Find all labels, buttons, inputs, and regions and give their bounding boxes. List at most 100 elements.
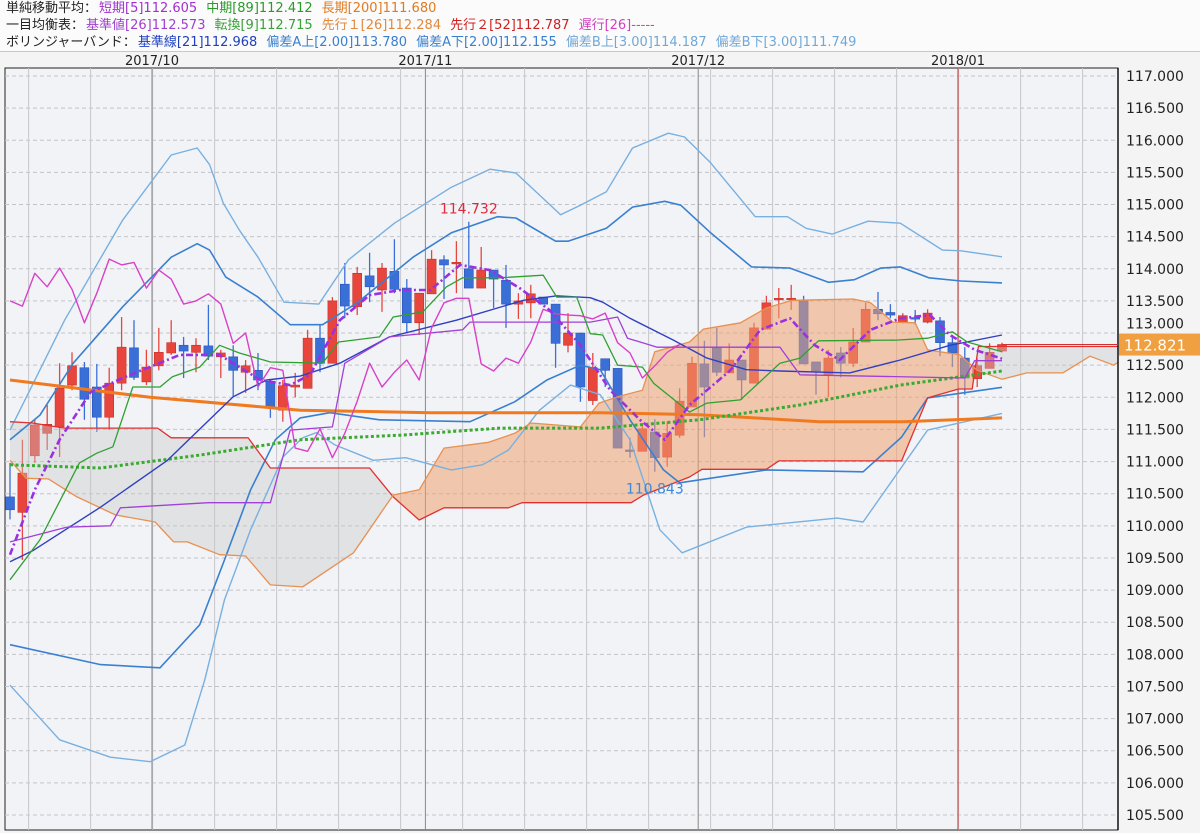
y-tick-label: 115.500	[1126, 165, 1184, 181]
candle	[104, 367, 114, 431]
candle	[79, 361, 90, 420]
low-price-label: 110.843	[626, 482, 684, 498]
y-tick-label: 114.000	[1126, 262, 1184, 278]
y-tick-label: 108.000	[1126, 647, 1184, 663]
candle	[5, 462, 15, 520]
candle-body	[42, 423, 53, 434]
candle	[488, 269, 499, 308]
candle-body	[426, 258, 437, 295]
chikou-line	[9, 258, 680, 459]
legend-bb-lower2: 偏差A下[2.00]112.155	[416, 35, 557, 50]
candle-body	[339, 283, 350, 307]
y-tick-label: 114.500	[1126, 230, 1184, 246]
candle	[935, 316, 945, 357]
kijun-line	[9, 316, 1002, 543]
month-label: 2018/01	[931, 54, 985, 69]
annotations: 112.821 114.732 110.843	[440, 202, 1200, 498]
candle-body	[191, 344, 201, 353]
candle	[29, 419, 40, 463]
cloud-bearish	[975, 346, 1119, 380]
bb-lower2-line	[9, 364, 1003, 669]
candle-body	[885, 312, 896, 316]
candle-body	[79, 367, 90, 400]
cloud-bearish	[10, 421, 394, 587]
candle-body	[935, 320, 945, 343]
candle	[302, 329, 313, 389]
month-label: 2017/12	[671, 54, 725, 69]
candle	[426, 250, 437, 295]
candle-body	[116, 346, 127, 384]
candle-body	[364, 275, 375, 288]
legend-bb-upper2: 偏差A上[2.00]113.780	[266, 35, 408, 50]
y-tick-label: 107.500	[1126, 679, 1184, 695]
candle-body	[265, 380, 276, 408]
candle	[389, 239, 400, 294]
y-tick-label: 109.000	[1126, 583, 1184, 599]
tenkan-line	[9, 274, 1003, 581]
candle-body	[104, 382, 114, 418]
legend-sma-row: 単純移動平均： 短期[5]112.605 中期[89]112.412 長期[200]1…	[0, 0, 1200, 17]
legend-bb-upper3: 偏差B上[3.00]114.187	[565, 35, 707, 50]
candle-body	[476, 269, 487, 289]
y-tick-label: 112.000	[1126, 390, 1184, 406]
candle-body	[786, 298, 797, 301]
candle-body	[947, 342, 958, 354]
y-tick-label: 117.000	[1126, 69, 1184, 85]
legend-chikou: 遅行[26]-----	[578, 18, 655, 33]
y-tick-label: 105.500	[1126, 808, 1184, 824]
bb-upper2-line	[9, 200, 1003, 441]
y-tick-label: 113.000	[1126, 317, 1184, 333]
y-tick-label: 113.500	[1126, 294, 1184, 310]
candle	[885, 304, 896, 319]
legend-sma-title: 単純移動平均：	[6, 1, 98, 16]
y-tick-label: 111.500	[1126, 422, 1184, 438]
candle	[17, 439, 28, 560]
candle-body	[154, 352, 164, 367]
y-axis: 117.000 116.500 116.000 115.500 115.000 114.5…	[1117, 68, 1184, 830]
legend-ichimoku-title: 一目均衡表：	[6, 18, 85, 33]
candle-body	[773, 298, 784, 301]
candle-body	[17, 472, 28, 513]
month-label: 2017/10	[125, 54, 179, 69]
candle-body	[389, 271, 400, 290]
legend-kijun: 基準値[26]112.573	[86, 18, 206, 33]
y-tick-label: 111.000	[1126, 455, 1184, 471]
legend-bollinger-row: ボリンジャーバンド： 基準線[21]112.968 偏差A上[2.00]113.78…	[0, 34, 1200, 51]
candle-body	[5, 496, 15, 511]
senkou1-line	[9, 298, 1119, 588]
candle-body	[290, 384, 301, 388]
candle	[414, 292, 425, 335]
bb-upper3-line	[9, 132, 1003, 431]
y-tick-label: 109.500	[1126, 551, 1184, 567]
current-price-label: 112.821	[1124, 337, 1186, 355]
y-tick-label: 108.500	[1126, 615, 1184, 631]
candle	[352, 266, 363, 316]
senkou2-line	[9, 345, 1119, 521]
y-tick-label: 110.500	[1126, 487, 1184, 503]
sma200-line	[9, 378, 1003, 424]
high-price-label: 114.732	[440, 202, 498, 218]
candle-body	[550, 303, 561, 344]
y-tick-label: 116.000	[1126, 133, 1184, 149]
y-tick-label: 110.000	[1126, 519, 1184, 535]
legend-senkou2: 先行２[52]112.787	[450, 18, 570, 33]
bb-lower3-line	[9, 384, 1003, 763]
current-price-tag	[1119, 333, 1200, 356]
bb-mid-line	[9, 295, 1003, 563]
y-tick-label: 107.000	[1126, 712, 1184, 728]
legend-bb-mid: 基準線[21]112.968	[137, 35, 258, 50]
candle	[401, 279, 412, 334]
candle	[501, 264, 511, 328]
y-tick-label: 116.500	[1126, 101, 1184, 117]
candle-body	[600, 358, 611, 371]
candle-body	[587, 367, 598, 401]
legend-ichimoku-row: 一目均衡表： 基準値[26]112.573 転換[9]112.715 先行１[26]1…	[0, 17, 1200, 34]
candle-body	[129, 347, 139, 378]
candle-body	[575, 332, 586, 388]
candle-body	[414, 292, 425, 324]
legend-tenkan: 転換[9]112.715	[214, 18, 313, 33]
indicator-legend: 単純移動平均： 短期[5]112.605 中期[89]112.412 長期[200]1…	[0, 0, 1200, 52]
candle-body	[501, 280, 511, 305]
candle	[92, 363, 102, 433]
